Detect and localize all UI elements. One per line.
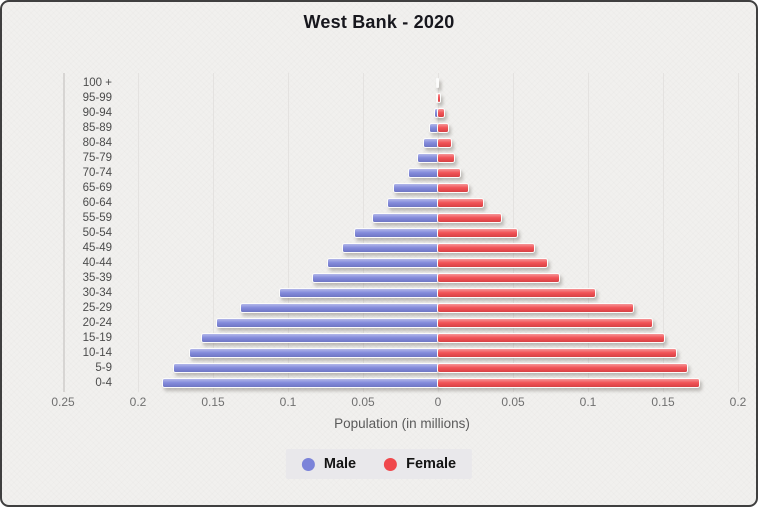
age-group-label: 5-9 bbox=[95, 362, 112, 374]
female-bar[interactable] bbox=[436, 257, 548, 268]
x-tick-label: 0.15 bbox=[201, 395, 225, 409]
female-bar[interactable] bbox=[436, 302, 634, 313]
age-group-label: 75-79 bbox=[82, 152, 112, 164]
age-group-label: 100 + bbox=[82, 77, 112, 89]
male-bar[interactable] bbox=[162, 377, 439, 388]
gridline bbox=[663, 73, 664, 392]
female-bar[interactable] bbox=[436, 347, 677, 358]
male-bar[interactable] bbox=[172, 362, 439, 373]
x-axis-title: Population (in millions) bbox=[334, 416, 470, 431]
age-group-label: 45-49 bbox=[82, 242, 112, 254]
age-group-label: 95-99 bbox=[82, 92, 112, 104]
male-bar[interactable] bbox=[372, 212, 439, 223]
male-legend-dot-icon bbox=[301, 457, 315, 471]
gridline bbox=[63, 73, 65, 392]
female-bar[interactable] bbox=[436, 167, 461, 178]
gridline bbox=[738, 73, 739, 392]
x-tick-label: 0.25 bbox=[51, 395, 75, 409]
age-group-label: 35-39 bbox=[82, 272, 112, 284]
age-group-label: 0-4 bbox=[95, 377, 112, 389]
female-bar[interactable] bbox=[436, 137, 452, 148]
male-bar[interactable] bbox=[387, 197, 439, 208]
male-bar[interactable] bbox=[201, 332, 439, 343]
female-bar[interactable] bbox=[436, 287, 596, 298]
x-tick-label: 0.1 bbox=[579, 395, 597, 409]
female-bar[interactable] bbox=[436, 77, 440, 88]
legend-item-female[interactable]: Female bbox=[384, 456, 456, 472]
x-tick-label: 0.2 bbox=[729, 395, 747, 409]
female-legend-dot-icon bbox=[384, 457, 398, 471]
age-group-label: 55-59 bbox=[82, 212, 112, 224]
age-group-label: 15-19 bbox=[82, 332, 112, 344]
male-bar[interactable] bbox=[393, 182, 439, 193]
female-bar[interactable] bbox=[436, 332, 665, 343]
gridline bbox=[213, 73, 214, 392]
male-bar[interactable] bbox=[216, 317, 439, 328]
female-bar[interactable] bbox=[436, 362, 688, 373]
male-bar[interactable] bbox=[354, 227, 439, 238]
male-bar[interactable] bbox=[189, 347, 439, 358]
age-group-label: 30-34 bbox=[82, 287, 112, 299]
male-bar[interactable] bbox=[408, 167, 439, 178]
male-bar[interactable] bbox=[342, 242, 439, 253]
female-bar[interactable] bbox=[436, 197, 484, 208]
male-legend-label: Male bbox=[323, 456, 357, 472]
age-group-label: 80-84 bbox=[82, 137, 112, 149]
male-bar[interactable] bbox=[240, 302, 439, 313]
age-group-label: 40-44 bbox=[82, 257, 112, 269]
male-bar[interactable] bbox=[417, 152, 439, 163]
male-bar[interactable] bbox=[312, 272, 439, 283]
female-bar[interactable] bbox=[436, 92, 441, 103]
age-group-label: 10-14 bbox=[82, 347, 112, 359]
gridline bbox=[588, 73, 589, 392]
x-tick-label: 0.05 bbox=[351, 395, 375, 409]
legend: Male Female bbox=[285, 449, 473, 479]
female-legend-label: Female bbox=[406, 456, 457, 472]
age-group-label: 25-29 bbox=[82, 302, 112, 314]
female-bar[interactable] bbox=[436, 227, 518, 238]
female-bar[interactable] bbox=[436, 122, 449, 133]
age-group-label: 90-94 bbox=[82, 107, 112, 119]
age-group-label: 20-24 bbox=[82, 317, 112, 329]
female-bar[interactable] bbox=[436, 272, 560, 283]
x-tick-label: 0.1 bbox=[279, 395, 297, 409]
age-group-label: 70-74 bbox=[82, 167, 112, 179]
male-bar[interactable] bbox=[327, 257, 439, 268]
x-tick-label: 0.05 bbox=[501, 395, 525, 409]
age-group-label: 65-69 bbox=[82, 182, 112, 194]
gridline bbox=[138, 73, 139, 392]
female-bar[interactable] bbox=[436, 377, 700, 388]
gridline bbox=[288, 73, 289, 392]
female-bar[interactable] bbox=[436, 152, 455, 163]
female-bar[interactable] bbox=[436, 182, 469, 193]
legend-item-male[interactable]: Male bbox=[301, 456, 357, 472]
x-tick-label: 0.15 bbox=[651, 395, 675, 409]
x-tick-label: 0.2 bbox=[129, 395, 147, 409]
chart-title: West Bank - 2020 bbox=[303, 12, 455, 32]
x-tick-label: 0 bbox=[434, 395, 442, 409]
female-bar[interactable] bbox=[436, 107, 445, 118]
age-group-label: 60-64 bbox=[82, 197, 112, 209]
male-bar[interactable] bbox=[279, 287, 439, 298]
female-bar[interactable] bbox=[436, 242, 535, 253]
age-group-label: 50-54 bbox=[82, 227, 112, 239]
age-group-label: 85-89 bbox=[82, 122, 112, 134]
female-bar[interactable] bbox=[436, 212, 502, 223]
female-bar[interactable] bbox=[436, 317, 653, 328]
